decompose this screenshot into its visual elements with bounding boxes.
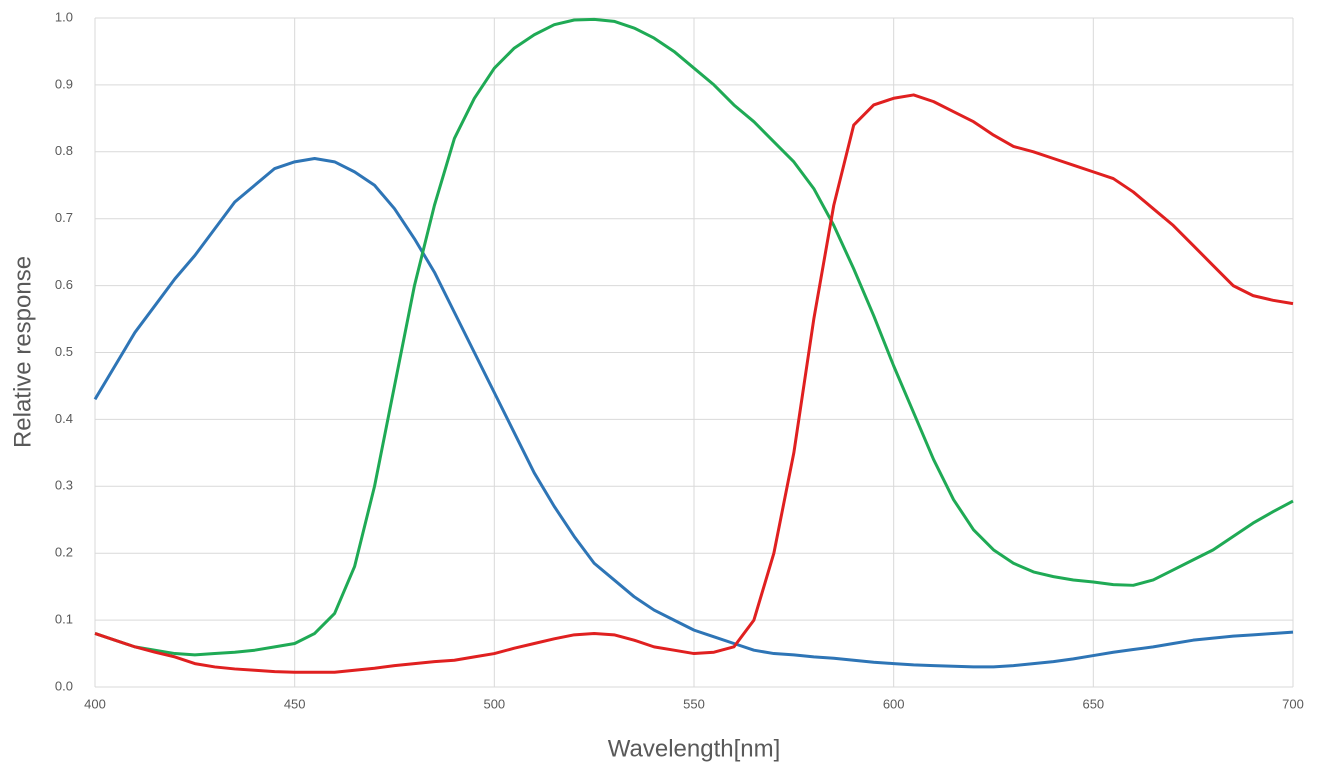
y-tick-label: 0.7 [55, 210, 73, 225]
y-tick-label: 0.1 [55, 612, 73, 627]
y-tick-label: 0.3 [55, 478, 73, 493]
data-line [94, 17, 1294, 657]
x-tick-label: 450 [284, 696, 306, 711]
y-tick-label: 0.5 [55, 344, 73, 359]
x-axis-title: Wavelength[nm] [608, 735, 781, 762]
x-tick-label: 550 [683, 696, 705, 711]
x-tick-label: 650 [1082, 696, 1104, 711]
data-line [93, 156, 1294, 669]
y-tick-label: 0.8 [55, 143, 73, 158]
x-tick-label: 400 [84, 696, 106, 711]
y-tick-label: 0.6 [55, 277, 73, 292]
x-tick-label: 500 [483, 696, 505, 711]
y-tick-label: 0.0 [55, 678, 73, 693]
y-tick-label: 0.4 [55, 411, 73, 426]
y-tick-label: 1.0 [55, 9, 73, 24]
x-tick-label: 600 [883, 696, 905, 711]
x-tick-label: 700 [1282, 696, 1304, 711]
y-tick-label: 0.9 [55, 76, 73, 91]
y-axis-title: Relative response [9, 256, 36, 448]
data-line [94, 93, 1294, 674]
y-tick-label: 0.2 [55, 545, 73, 560]
